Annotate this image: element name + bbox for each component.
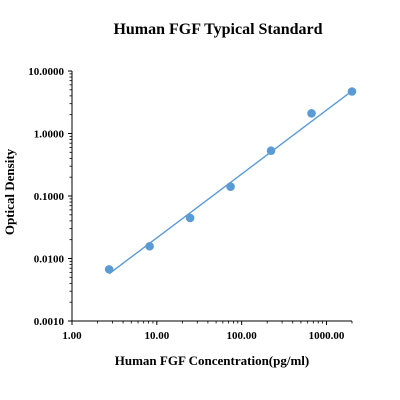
data-point bbox=[226, 182, 235, 191]
data-point bbox=[104, 265, 114, 274]
x-tick-label: 1.00 bbox=[62, 330, 82, 342]
chart-title: Human FGF Typical Standard bbox=[113, 21, 322, 38]
data-point bbox=[307, 109, 316, 118]
y-tick-label: 0.0010 bbox=[34, 316, 65, 328]
x-axis-label: Human FGF Concentration(pg/ml) bbox=[115, 353, 310, 368]
y-tick-label: 0.1000 bbox=[34, 191, 65, 203]
data-point bbox=[266, 146, 276, 156]
x-tick-label: 1000.00 bbox=[309, 330, 345, 342]
data-point bbox=[185, 213, 195, 223]
y-axis-label: Optical Density bbox=[2, 148, 17, 235]
data-points bbox=[104, 87, 357, 274]
x-tick-label: 10.00 bbox=[144, 330, 169, 342]
y-ticks: 0.0010 0.0100 0.1000 1.0000 10.0000 bbox=[28, 66, 72, 328]
data-point bbox=[347, 87, 357, 96]
y-tick-label: 0.0100 bbox=[34, 254, 65, 266]
y-tick-label: 10.0000 bbox=[28, 66, 64, 78]
x-tick-label: 100.00 bbox=[227, 330, 258, 342]
data-point bbox=[145, 241, 154, 251]
x-ticks: 1.00 10.00 100.00 1000.00 bbox=[62, 321, 353, 342]
y-tick-label: 1.0000 bbox=[34, 129, 65, 141]
